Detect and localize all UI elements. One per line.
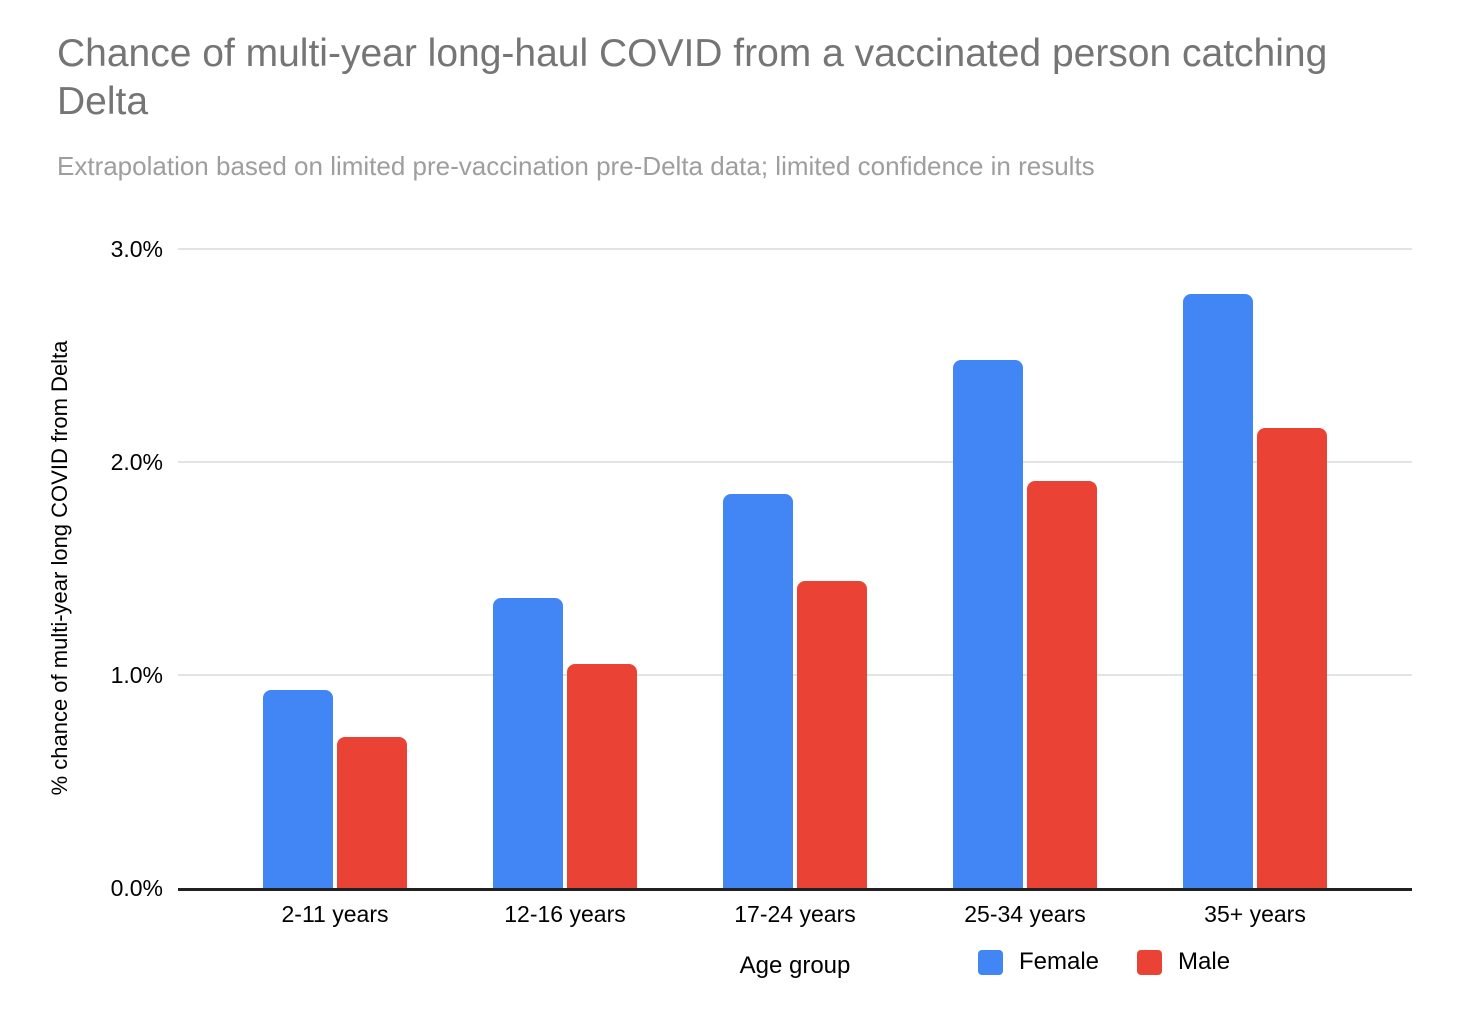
- y-tick-label-0pct: 0.0%: [110, 875, 163, 901]
- chart-title: Chance of multi-year long-haul COVID fro…: [57, 32, 1328, 123]
- chart-header: Chance of multi-year long-haul COVID fro…: [57, 30, 1397, 182]
- x-axis-line: [178, 888, 1412, 891]
- chart-subtitle: Extrapolation based on limited pre-vacci…: [57, 151, 1095, 182]
- x-tick-label-35-years: 35+ years: [1204, 901, 1306, 927]
- legend-item-male[interactable]: Male: [1137, 948, 1230, 976]
- bar-male-17-24-years[interactable]: [797, 581, 867, 888]
- gridline-1pct: [178, 674, 1412, 676]
- x-tick-label-17-24-years: 17-24 years: [734, 901, 856, 927]
- legend-swatch-female: [978, 949, 1003, 975]
- x-tick-label-25-34-years: 25-34 years: [964, 901, 1086, 927]
- legend: Female Male: [978, 948, 1230, 976]
- bar-group-17-24-years: [680, 249, 910, 888]
- y-tick-label-1pct: 1.0%: [110, 662, 163, 688]
- bar-group-35-years: [1140, 249, 1370, 888]
- bar-group-25-34-years: [910, 249, 1140, 888]
- bar-group-2-11-years: [220, 249, 450, 888]
- y-tick-label-2pct: 2.0%: [110, 449, 163, 475]
- bar-female-25-34-years[interactable]: [953, 359, 1023, 888]
- y-tick-label-3pct: 3.0%: [110, 236, 163, 262]
- legend-label-male: Male: [1178, 948, 1231, 975]
- gridline-3pct: [178, 248, 1412, 250]
- bar-male-25-34-years[interactable]: [1027, 481, 1097, 888]
- bar-group-12-16-years: [450, 249, 680, 888]
- bar-female-2-11-years[interactable]: [263, 689, 333, 888]
- gridline-2pct: [178, 461, 1412, 463]
- x-tick-labels: 2-11 years 12-16 years 17-24 years 25-34 ye…: [220, 901, 1370, 928]
- bar-female-35-years[interactable]: [1183, 293, 1253, 888]
- bar-male-35-years[interactable]: [1257, 427, 1327, 888]
- legend-label-female: Female: [1019, 948, 1100, 975]
- y-axis-title: % chance of multi-year long COVID from D…: [47, 340, 72, 796]
- bar-male-12-16-years[interactable]: [567, 664, 637, 888]
- bar-female-12-16-years[interactable]: [493, 598, 563, 888]
- legend-swatch-male: [1137, 949, 1163, 975]
- bar-female-17-24-years[interactable]: [723, 493, 793, 888]
- x-tick-label-12-16-years: 12-16 years: [504, 901, 626, 927]
- legend-item-female[interactable]: Female: [978, 948, 1099, 976]
- plot-area: [178, 248, 1412, 891]
- x-tick-label-2-11-years: 2-11 years: [281, 901, 389, 927]
- bars-row: [220, 249, 1370, 888]
- bar-male-2-11-years[interactable]: [337, 736, 407, 888]
